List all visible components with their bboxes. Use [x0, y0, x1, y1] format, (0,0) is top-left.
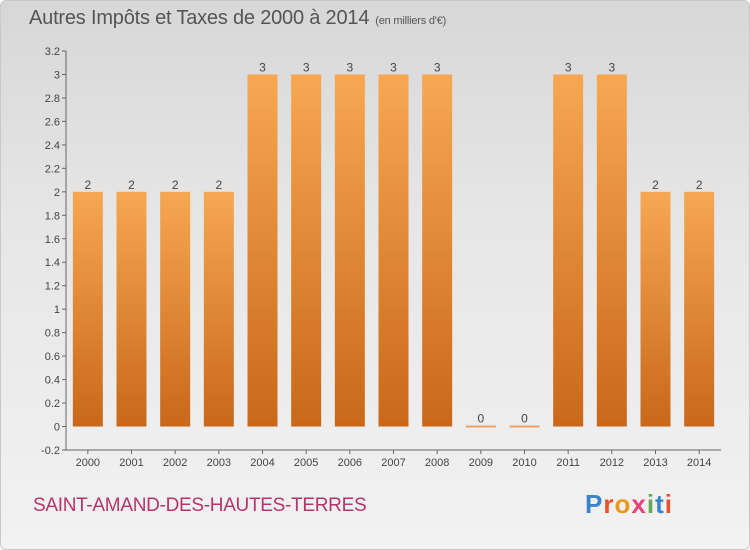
x-tick-label-2002: 2002	[163, 457, 187, 469]
data-label-2013: 2	[652, 178, 659, 192]
data-label-2000: 2	[84, 178, 91, 192]
bar-2013	[640, 191, 671, 427]
y-tick-label: 2	[54, 187, 60, 199]
data-label-2007: 3	[390, 60, 397, 74]
data-label-2009: 0	[477, 412, 484, 426]
bar-2008	[422, 74, 453, 427]
bar-2009	[465, 425, 496, 428]
x-tick-label-2009: 2009	[469, 457, 493, 469]
y-tick-label: 1.8	[45, 210, 60, 222]
y-tick-label: 1	[54, 304, 60, 316]
chart-title-unit: (en milliers d'€)	[375, 15, 447, 27]
data-label-2002: 2	[172, 178, 179, 192]
data-label-2001: 2	[128, 178, 135, 192]
y-tick-label: 0.6	[45, 351, 60, 363]
y-tick-label: 1.4	[45, 257, 60, 269]
bar-2014	[684, 191, 715, 427]
data-label-2008: 3	[434, 60, 441, 74]
y-tick-label: -0.2	[41, 445, 60, 457]
x-tick-label-2011: 2011	[556, 457, 580, 469]
y-tick-label: 0.8	[45, 328, 60, 340]
chart-title: Autres Impôts et Taxes de 2000 à 2014 (en…	[29, 7, 446, 37]
bar-2005	[291, 74, 322, 427]
x-tick-label-2014: 2014	[687, 457, 711, 469]
y-tick-label: 3	[54, 69, 60, 81]
y-tick-label: 2.6	[45, 116, 60, 128]
bar-2004	[247, 74, 278, 427]
y-tick-label: 2.2	[45, 163, 60, 175]
data-label-2010: 0	[521, 412, 528, 426]
y-tick-label: 2.4	[45, 140, 60, 152]
x-tick-label-2012: 2012	[600, 457, 624, 469]
y-tick-label: 1.6	[45, 234, 60, 246]
x-tick-label-2003: 2003	[207, 457, 231, 469]
x-tick-label-2005: 2005	[294, 457, 318, 469]
bar-2002	[160, 191, 191, 427]
commune-name: SAINT-AMAND-DES-HAUTES-TERRES	[33, 495, 367, 516]
data-label-2005: 3	[303, 60, 310, 74]
bar-2010	[509, 425, 540, 428]
data-label-2004: 3	[259, 60, 266, 74]
x-tick-label-2000: 2000	[76, 457, 100, 469]
y-tick-label: 0	[54, 422, 60, 434]
y-tick-label: 0.2	[45, 398, 60, 410]
data-label-2003: 2	[215, 178, 222, 192]
bar-2006	[334, 74, 365, 427]
y-tick-label: 3.2	[45, 46, 60, 58]
x-tick-label-2006: 2006	[338, 457, 362, 469]
x-tick-label-2008: 2008	[425, 457, 449, 469]
data-label-2012: 3	[608, 60, 615, 74]
bar-2007	[378, 74, 409, 427]
bar-2011	[553, 74, 584, 427]
bar-2001	[116, 191, 147, 427]
y-tick-label: 0.4	[45, 375, 60, 387]
bar-2000	[72, 191, 103, 427]
x-tick-label-2010: 2010	[512, 457, 536, 469]
chart-title-text: Autres Impôts et Taxes de 2000 à 2014	[29, 7, 370, 29]
y-tick-label: 1.2	[45, 281, 60, 293]
x-tick-label-2013: 2013	[643, 457, 667, 469]
data-label-2006: 3	[346, 60, 353, 74]
bar-2012	[596, 74, 627, 427]
y-tick-label: 2.8	[45, 93, 60, 105]
x-tick-label-2004: 2004	[250, 457, 274, 469]
x-tick-label-2007: 2007	[381, 457, 405, 469]
data-label-2014: 2	[696, 178, 703, 192]
proxiti-logo[interactable]: Proxiti	[585, 489, 673, 519]
data-label-2011: 3	[565, 60, 572, 74]
bar-2003	[203, 191, 234, 427]
x-tick-label-2001: 2001	[119, 457, 143, 469]
